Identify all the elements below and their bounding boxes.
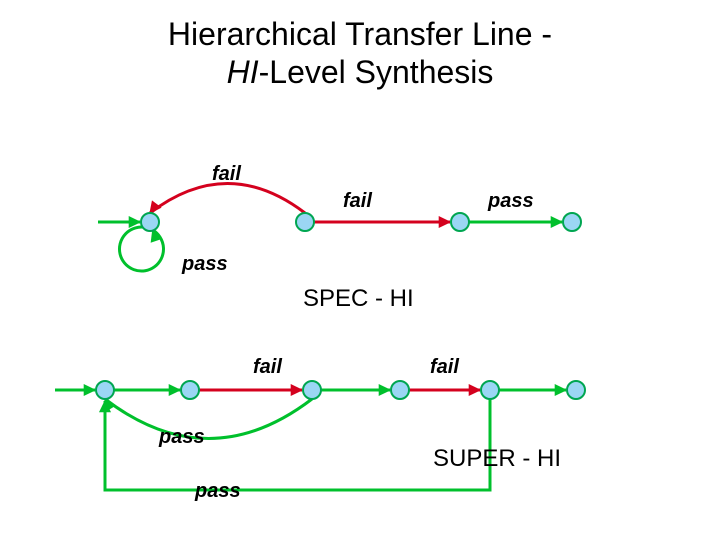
- section-label-1: SUPER - HI: [433, 445, 561, 473]
- section-label-0: SPEC - HI: [303, 285, 414, 313]
- pass-label-6: pass: [159, 426, 205, 449]
- pass-label-7: pass: [195, 480, 241, 503]
- pass-label-2: pass: [488, 190, 534, 213]
- fail-label-1: fail: [343, 190, 372, 213]
- fail-label-5: fail: [430, 356, 459, 379]
- fail-label-0: fail: [212, 163, 241, 186]
- diagram-canvas: [0, 0, 720, 540]
- fail-label-4: fail: [253, 356, 282, 379]
- pass-label-3: pass: [182, 253, 228, 276]
